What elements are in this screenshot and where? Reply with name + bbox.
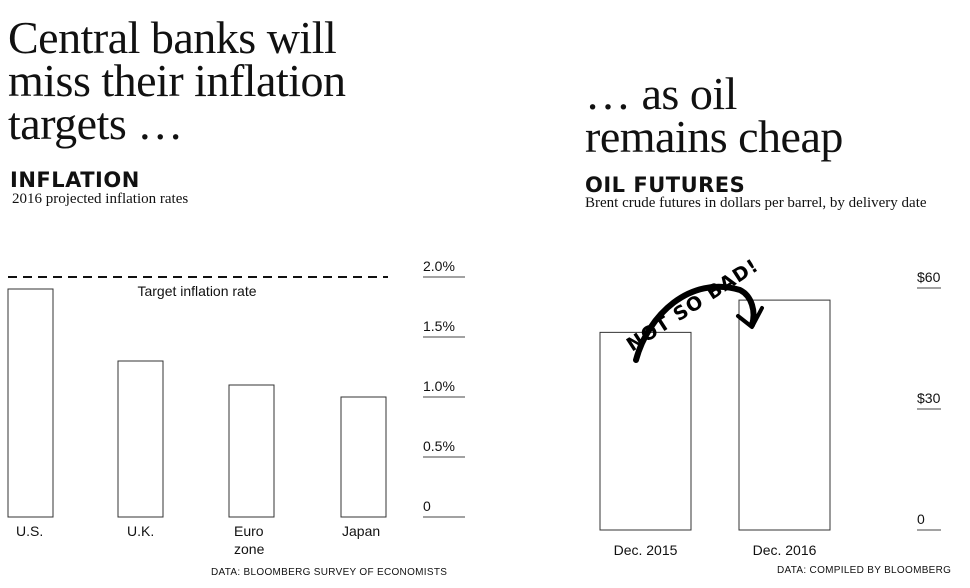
oil-bar — [599, 331, 692, 531]
annotation-arrowhead — [736, 306, 764, 329]
oil-ytick-label: 0 — [917, 511, 925, 527]
oil-ytick-label: $30 — [917, 390, 941, 406]
chart-title-oil-futures: OIL FUTURES — [585, 173, 746, 197]
inflation-ytick-label: 1.0% — [423, 378, 455, 394]
inflation-ytick-label: 0.5% — [423, 438, 455, 454]
inflation-category-label: Euro zone — [234, 523, 265, 557]
inflation-ytick-label: 1.5% — [423, 318, 455, 334]
inflation-category-label: U.S. — [16, 523, 43, 539]
inflation-bar-chart: 0 0.5% 1.0% 1.5% 2.0% U.S. U.K. Euro zone Japan Ta… — [7, 258, 465, 557]
source-note-left: DATA: BLOOMBERG SURVEY OF ECONOMISTS — [211, 567, 448, 578]
source-note-right: DATA: COMPILED BY BLOOMBERG — [777, 565, 952, 576]
inflation-category-label: Japan — [342, 523, 380, 539]
annotation-arrow — [633, 283, 757, 363]
inflation-ytick-label: 2.0% — [423, 258, 455, 274]
oil-category-label: Dec. 2016 — [753, 542, 817, 558]
headline-right: … as oil remains cheap — [585, 68, 843, 162]
inflation-category-label: U.K. — [127, 523, 154, 539]
chart-subtitle-inflation: 2016 projected inflation rates — [12, 191, 189, 207]
chart-title-inflation: INFLATION — [10, 168, 140, 192]
headline-left: Central banks will miss their inflation … — [8, 12, 346, 149]
inflation-bar — [117, 360, 164, 518]
inflation-bar — [340, 396, 387, 518]
inflation-bar — [7, 288, 54, 518]
chart-subtitle-oil-futures: Brent crude futures in dollars per barre… — [585, 195, 927, 211]
oil-bar — [738, 299, 831, 531]
oil-category-label: Dec. 2015 — [614, 542, 678, 558]
oil-ytick-label: $60 — [917, 269, 941, 285]
inflation-target-label: Target inflation rate — [137, 283, 256, 299]
inflation-bar — [228, 384, 275, 518]
inflation-ytick-label: 0 — [423, 498, 431, 514]
